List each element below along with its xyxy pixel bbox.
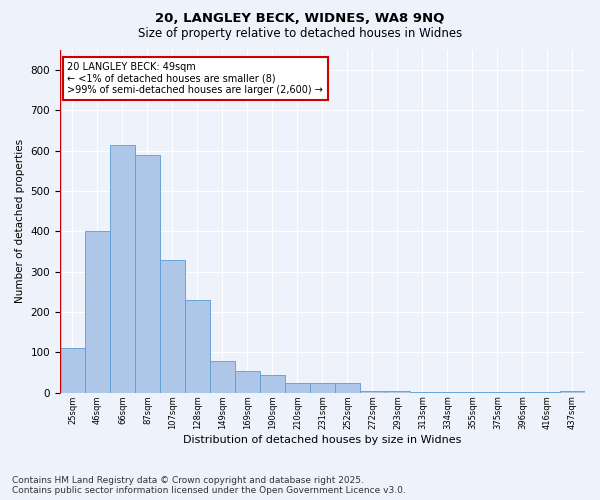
- Bar: [85, 232, 110, 393]
- Bar: [385, 391, 410, 393]
- Bar: [310, 382, 335, 393]
- Bar: [510, 392, 535, 393]
- Text: Size of property relative to detached houses in Widnes: Size of property relative to detached ho…: [138, 28, 462, 40]
- Bar: [435, 392, 460, 393]
- Bar: [485, 392, 510, 393]
- Bar: [235, 370, 260, 393]
- Bar: [185, 300, 210, 393]
- Bar: [210, 360, 235, 393]
- Text: 20, LANGLEY BECK, WIDNES, WA8 9NQ: 20, LANGLEY BECK, WIDNES, WA8 9NQ: [155, 12, 445, 26]
- Bar: [410, 392, 435, 393]
- Bar: [260, 374, 285, 393]
- Bar: [335, 382, 360, 393]
- Bar: [135, 155, 160, 393]
- Bar: [460, 392, 485, 393]
- Bar: [160, 260, 185, 393]
- Text: 20 LANGLEY BECK: 49sqm
← <1% of detached houses are smaller (8)
>99% of semi-det: 20 LANGLEY BECK: 49sqm ← <1% of detached…: [67, 62, 323, 96]
- Bar: [535, 392, 560, 393]
- Text: Contains HM Land Registry data © Crown copyright and database right 2025.
Contai: Contains HM Land Registry data © Crown c…: [12, 476, 406, 495]
- Bar: [60, 348, 85, 393]
- X-axis label: Distribution of detached houses by size in Widnes: Distribution of detached houses by size …: [183, 435, 461, 445]
- Bar: [360, 391, 385, 393]
- Bar: [560, 391, 585, 393]
- Y-axis label: Number of detached properties: Number of detached properties: [15, 140, 25, 304]
- Bar: [285, 382, 310, 393]
- Bar: [110, 145, 135, 393]
